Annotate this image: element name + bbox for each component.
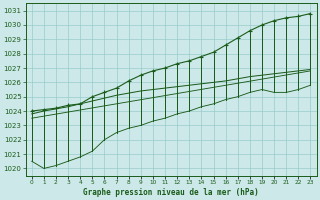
X-axis label: Graphe pression niveau de la mer (hPa): Graphe pression niveau de la mer (hPa) [83,188,259,197]
